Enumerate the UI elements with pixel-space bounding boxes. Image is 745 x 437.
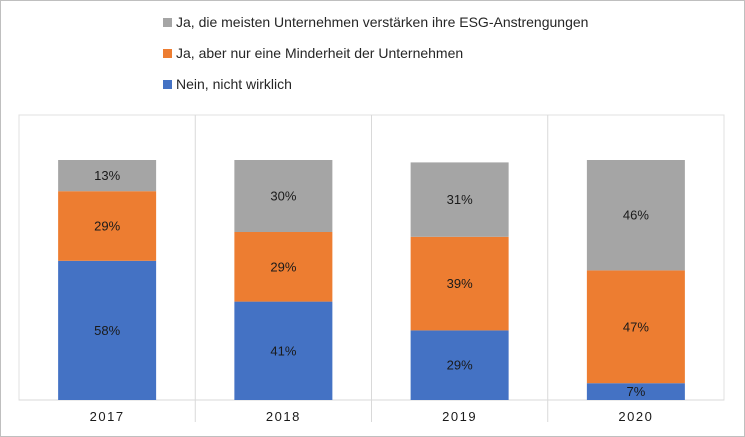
chart-legend: Ja, die meisten Unternehmen verstärken i… <box>163 11 588 104</box>
data-label: 30% <box>270 189 296 204</box>
bar-segment <box>234 160 333 232</box>
bar-segment <box>58 260 157 400</box>
bar-segment <box>586 160 685 271</box>
x-tick-label: 2017 <box>90 409 125 424</box>
legend-label: Nein, nicht wirklich <box>176 76 292 92</box>
data-label: 46% <box>623 208 649 223</box>
bar-segment <box>586 383 685 400</box>
legend-label: Ja, aber nur eine Minderheit der Unterne… <box>176 45 464 61</box>
data-label: 31% <box>447 192 473 207</box>
bar-segment <box>234 232 333 302</box>
bar-segment <box>234 301 333 400</box>
data-label: 41% <box>270 343 296 358</box>
bar-segment <box>410 236 509 331</box>
legend-label: Ja, die meisten Unternehmen verstärken i… <box>176 14 589 30</box>
legend-swatch-orange <box>163 48 172 58</box>
data-label: 47% <box>623 319 649 334</box>
bar-segment <box>410 330 509 400</box>
data-label: 29% <box>270 259 296 274</box>
data-label: 39% <box>447 276 473 291</box>
bar-segment <box>58 191 157 261</box>
legend-item-esg-anstrengungen: Ja, die meisten Unternehmen verstärken i… <box>163 11 588 33</box>
legend-item-nein: Nein, nicht wirklich <box>163 73 588 95</box>
data-label: 29% <box>447 358 473 373</box>
legend-swatch-gray <box>163 17 172 27</box>
x-tick-label: 2018 <box>266 409 301 424</box>
legend-swatch-blue <box>163 79 172 89</box>
data-label: 7% <box>626 384 645 399</box>
data-label: 13% <box>94 168 120 183</box>
x-tick-label: 2019 <box>442 409 477 424</box>
bar-segment <box>586 270 685 384</box>
data-label: 29% <box>94 219 120 234</box>
data-label: 58% <box>94 323 120 338</box>
bar-segment <box>410 162 509 237</box>
legend-item-minderheit: Ja, aber nur eine Minderheit der Unterne… <box>163 42 588 64</box>
x-tick-label: 2020 <box>618 409 653 424</box>
bar-segment <box>58 160 157 192</box>
